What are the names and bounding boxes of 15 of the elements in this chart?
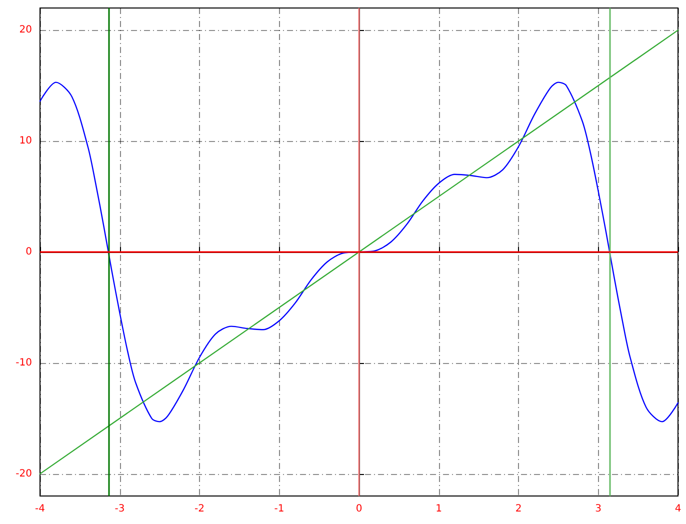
x-tick-label: 3 bbox=[595, 504, 602, 514]
x-tick-label: -4 bbox=[35, 504, 45, 514]
y-tick-label: -10 bbox=[16, 357, 32, 368]
y-tick-label: -20 bbox=[16, 468, 32, 480]
x-tick-label: -3 bbox=[114, 504, 125, 514]
x-tick-label: -2 bbox=[194, 504, 204, 514]
x-tick-label: -1 bbox=[274, 504, 284, 514]
x-tick-label: 2 bbox=[515, 504, 522, 514]
y-tick-label: 10 bbox=[19, 136, 32, 147]
y-tick-label: 0 bbox=[26, 246, 32, 258]
x-tick-label: 1 bbox=[436, 504, 442, 514]
x-tick-label: 0 bbox=[356, 504, 362, 514]
x-tick-label: 4 bbox=[674, 504, 682, 514]
line-series bbox=[39, 82, 679, 422]
y-tick-label: 20 bbox=[19, 24, 32, 36]
